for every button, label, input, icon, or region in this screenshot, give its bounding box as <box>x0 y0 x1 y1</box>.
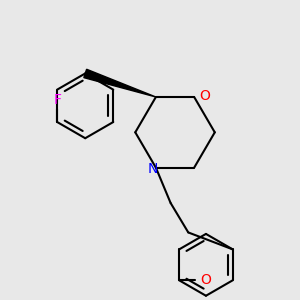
Text: F: F <box>53 93 61 107</box>
Text: O: O <box>200 273 211 287</box>
Polygon shape <box>84 69 156 97</box>
Text: N: N <box>148 162 158 176</box>
Text: O: O <box>199 88 210 103</box>
